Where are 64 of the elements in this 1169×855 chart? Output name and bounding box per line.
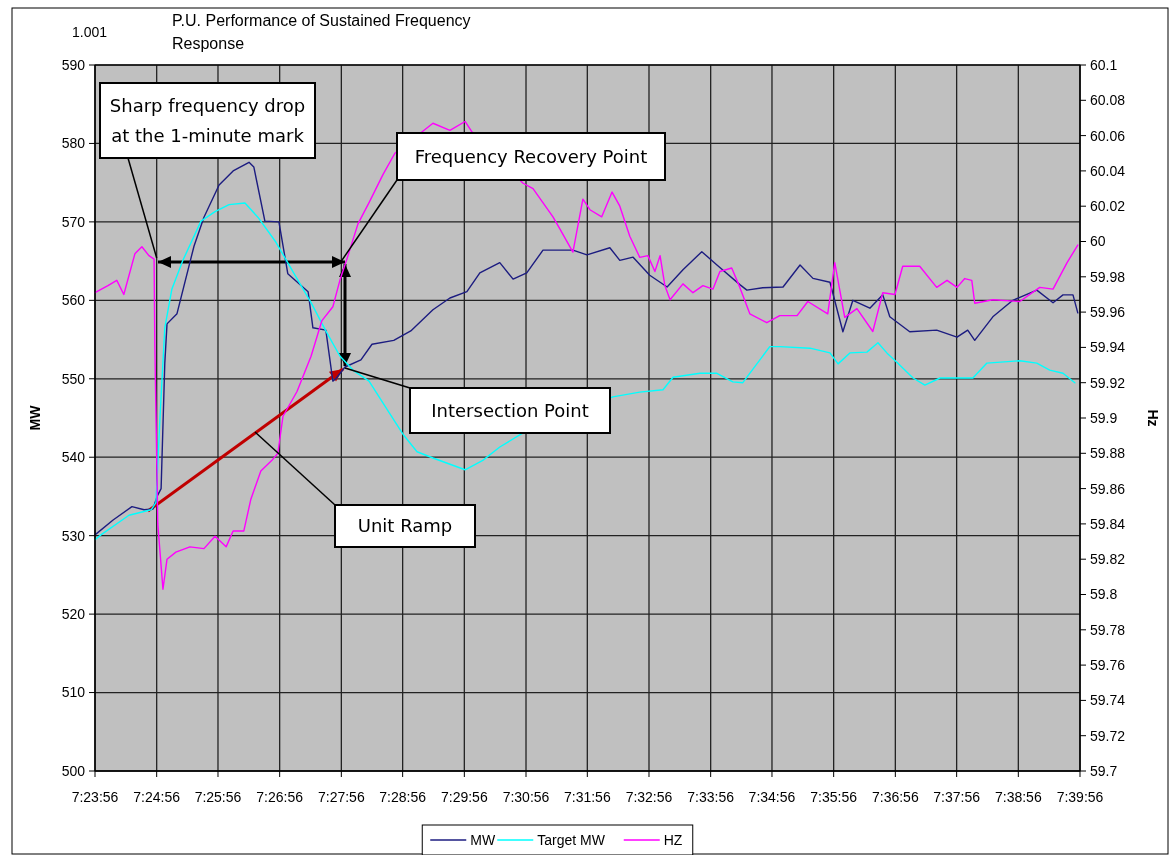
callout: Intersection Point (344, 367, 611, 434)
y2-axis-title: Hz (1145, 409, 1161, 427)
y-tick-label: 550 (61, 370, 86, 387)
callout: Sharp frequency drop at the 1-minute mark (99, 82, 316, 259)
legend-label: MW (470, 831, 496, 848)
y2-tick-label: 60.08 (1090, 92, 1126, 109)
chart-title: P.U. Performance of Sustained Frequency Response (172, 12, 471, 52)
y-tick-label: 570 (61, 213, 86, 230)
x-tick-label: 7:25:56 (194, 789, 242, 805)
callout: Frequency Recovery Point (340, 132, 666, 262)
y-tick-label: 500 (61, 762, 86, 779)
y2-tick-label: 59.98 (1090, 268, 1126, 285)
y2-tick-label: 59.92 (1090, 374, 1126, 391)
x-tick-label: 7:38:56 (994, 789, 1042, 805)
y2-tick-label: 59.94 (1090, 339, 1126, 356)
x-tick-label: 7:24:56 (133, 789, 181, 805)
x-tick-label: 7:29:56 (440, 789, 488, 805)
legend-label: Target MW (537, 831, 606, 848)
callout: Unit Ramp (254, 431, 476, 548)
y2-tick-label: 59.76 (1090, 657, 1126, 673)
annotation: Sharp frequency drop at the 1-minute mark (109, 94, 306, 146)
y2-tick-label: 59.88 (1090, 445, 1126, 462)
y2-tick-label: 59.84 (1090, 515, 1126, 532)
legend-label: HZ (663, 831, 683, 848)
y2-tick-label: 59.7 (1090, 762, 1118, 779)
x-tick-label: 7:30:56 (502, 789, 550, 805)
x-tick-label: 7:31:56 (563, 789, 611, 805)
text: 1.001 (72, 24, 108, 40)
y-axis-title: MW (27, 404, 43, 431)
x-tick-label: 7:26:56 (256, 789, 304, 805)
y2-tick-label: 60.04 (1090, 162, 1126, 179)
y-tick-label: 540 (61, 449, 86, 466)
y2-tick-label: 59.8 (1090, 586, 1118, 603)
y-tick-label: 560 (61, 292, 86, 309)
y-tick-label: 580 (61, 135, 86, 152)
y2-tick-label: 59.82 (1090, 551, 1126, 568)
annotation: Intersection Point (431, 399, 589, 421)
y2-tick-label: 60.06 (1090, 127, 1126, 144)
annotation: Frequency Recovery Point (414, 145, 648, 167)
x-tick-label: 7:37:56 (933, 789, 981, 805)
y2-tick-label: 59.9 (1090, 409, 1118, 426)
y2-tick-label: 59.86 (1090, 480, 1126, 497)
y2-tick-label: 60.1 (1090, 56, 1118, 73)
y2-tick-label: 59.72 (1090, 727, 1126, 744)
y-tick-label: 530 (61, 527, 86, 544)
y2-tick-label: 59.78 (1090, 621, 1126, 638)
x-tick-label: 7:35:56 (810, 789, 858, 805)
line-series (94, 120, 1079, 590)
y-tick-label: 510 (61, 684, 86, 701)
y2-tick-label: 60.02 (1090, 198, 1126, 215)
x-tick-label: 7:28:56 (379, 789, 427, 805)
y-tick-label: 520 (61, 606, 86, 623)
annotation: Unit Ramp (357, 515, 453, 537)
y2-tick-label: 60 (1090, 233, 1106, 250)
y2-tick-label: 59.96 (1090, 304, 1126, 320)
x-tick-label: 7:32:56 (625, 789, 673, 805)
y-tick-label: 590 (61, 56, 86, 73)
y2-tick-label: 59.74 (1090, 692, 1126, 709)
x-tick-label: 7:23:56 (71, 789, 119, 805)
x-tick-label: 7:33:56 (687, 789, 735, 805)
x-tick-label: 7:36:56 (871, 789, 919, 805)
x-tick-label: 7:39:56 (1056, 789, 1104, 805)
x-tick-label: 7:34:56 (748, 789, 796, 805)
x-tick-label: 7:27:56 (317, 789, 365, 805)
